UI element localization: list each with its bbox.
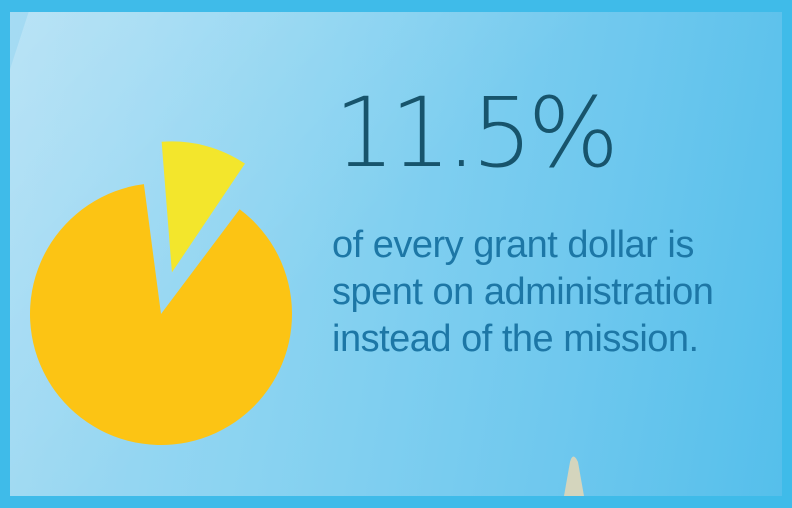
- pie-chart: [30, 141, 292, 445]
- pie-slice-administration: [161, 141, 245, 273]
- caption-text: of every grant dollar is spent on admini…: [332, 222, 782, 363]
- pie-slice-mission: [30, 184, 292, 445]
- caption-line-2: spent on administration: [332, 271, 714, 313]
- caption-line-3: instead of the mission.: [332, 318, 699, 360]
- infographic-panel: 11.5% of every grant dollar is spent on …: [10, 12, 782, 496]
- percentage-headline: 11.5%: [334, 77, 619, 189]
- caption-line-1: of every grant dollar is: [332, 224, 694, 266]
- decorative-pointer-tip: [564, 456, 584, 496]
